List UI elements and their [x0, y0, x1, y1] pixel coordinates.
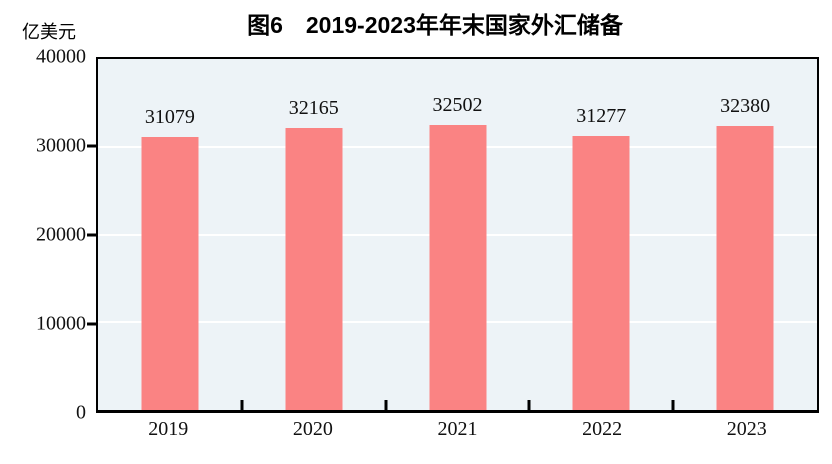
y-tick-mark: [87, 233, 96, 237]
x-axis-label: 2022: [582, 418, 623, 440]
bar-value-label: 32165: [288, 96, 339, 119]
y-tick-mark: [87, 322, 96, 326]
x-axis-label: 2021: [437, 418, 478, 440]
y-tick-label: 30000: [36, 134, 86, 157]
x-tick-mark: [240, 400, 244, 410]
x-axis-label: 2019: [148, 418, 189, 440]
y-axis: 0 10000 20000 30000 40000: [0, 46, 96, 424]
plot-area: 31079 32165 32502 31277 32380: [96, 57, 819, 413]
y-axis-unit-label: 亿美元: [22, 22, 76, 42]
x-tick-mark: [527, 400, 531, 410]
bar: [285, 127, 343, 410]
bar: [572, 135, 630, 410]
bar-value-label: 32380: [720, 94, 771, 117]
bar-value-label: 31079: [144, 106, 195, 129]
bar-value-label: 32502: [432, 93, 483, 116]
y-tick-label: 20000: [36, 223, 86, 246]
y-tick-label: 0: [76, 401, 86, 424]
bar: [716, 125, 774, 410]
bar: [429, 124, 486, 410]
chart-title: 图6 2019-2023年年末国家外汇储备: [247, 12, 623, 38]
y-tick-mark: [87, 144, 96, 148]
bar-value-label: 31277: [576, 104, 627, 127]
x-axis-label: 2023: [726, 418, 767, 440]
x-tick-mark: [671, 400, 675, 410]
x-axis: 2019 2020 2021 2022 2023: [96, 418, 819, 448]
x-tick-mark: [384, 400, 388, 410]
x-axis-label: 2020: [292, 418, 333, 440]
y-tick-label: 40000: [36, 45, 86, 68]
y-tick-label: 10000: [36, 312, 86, 335]
bar: [141, 137, 199, 410]
